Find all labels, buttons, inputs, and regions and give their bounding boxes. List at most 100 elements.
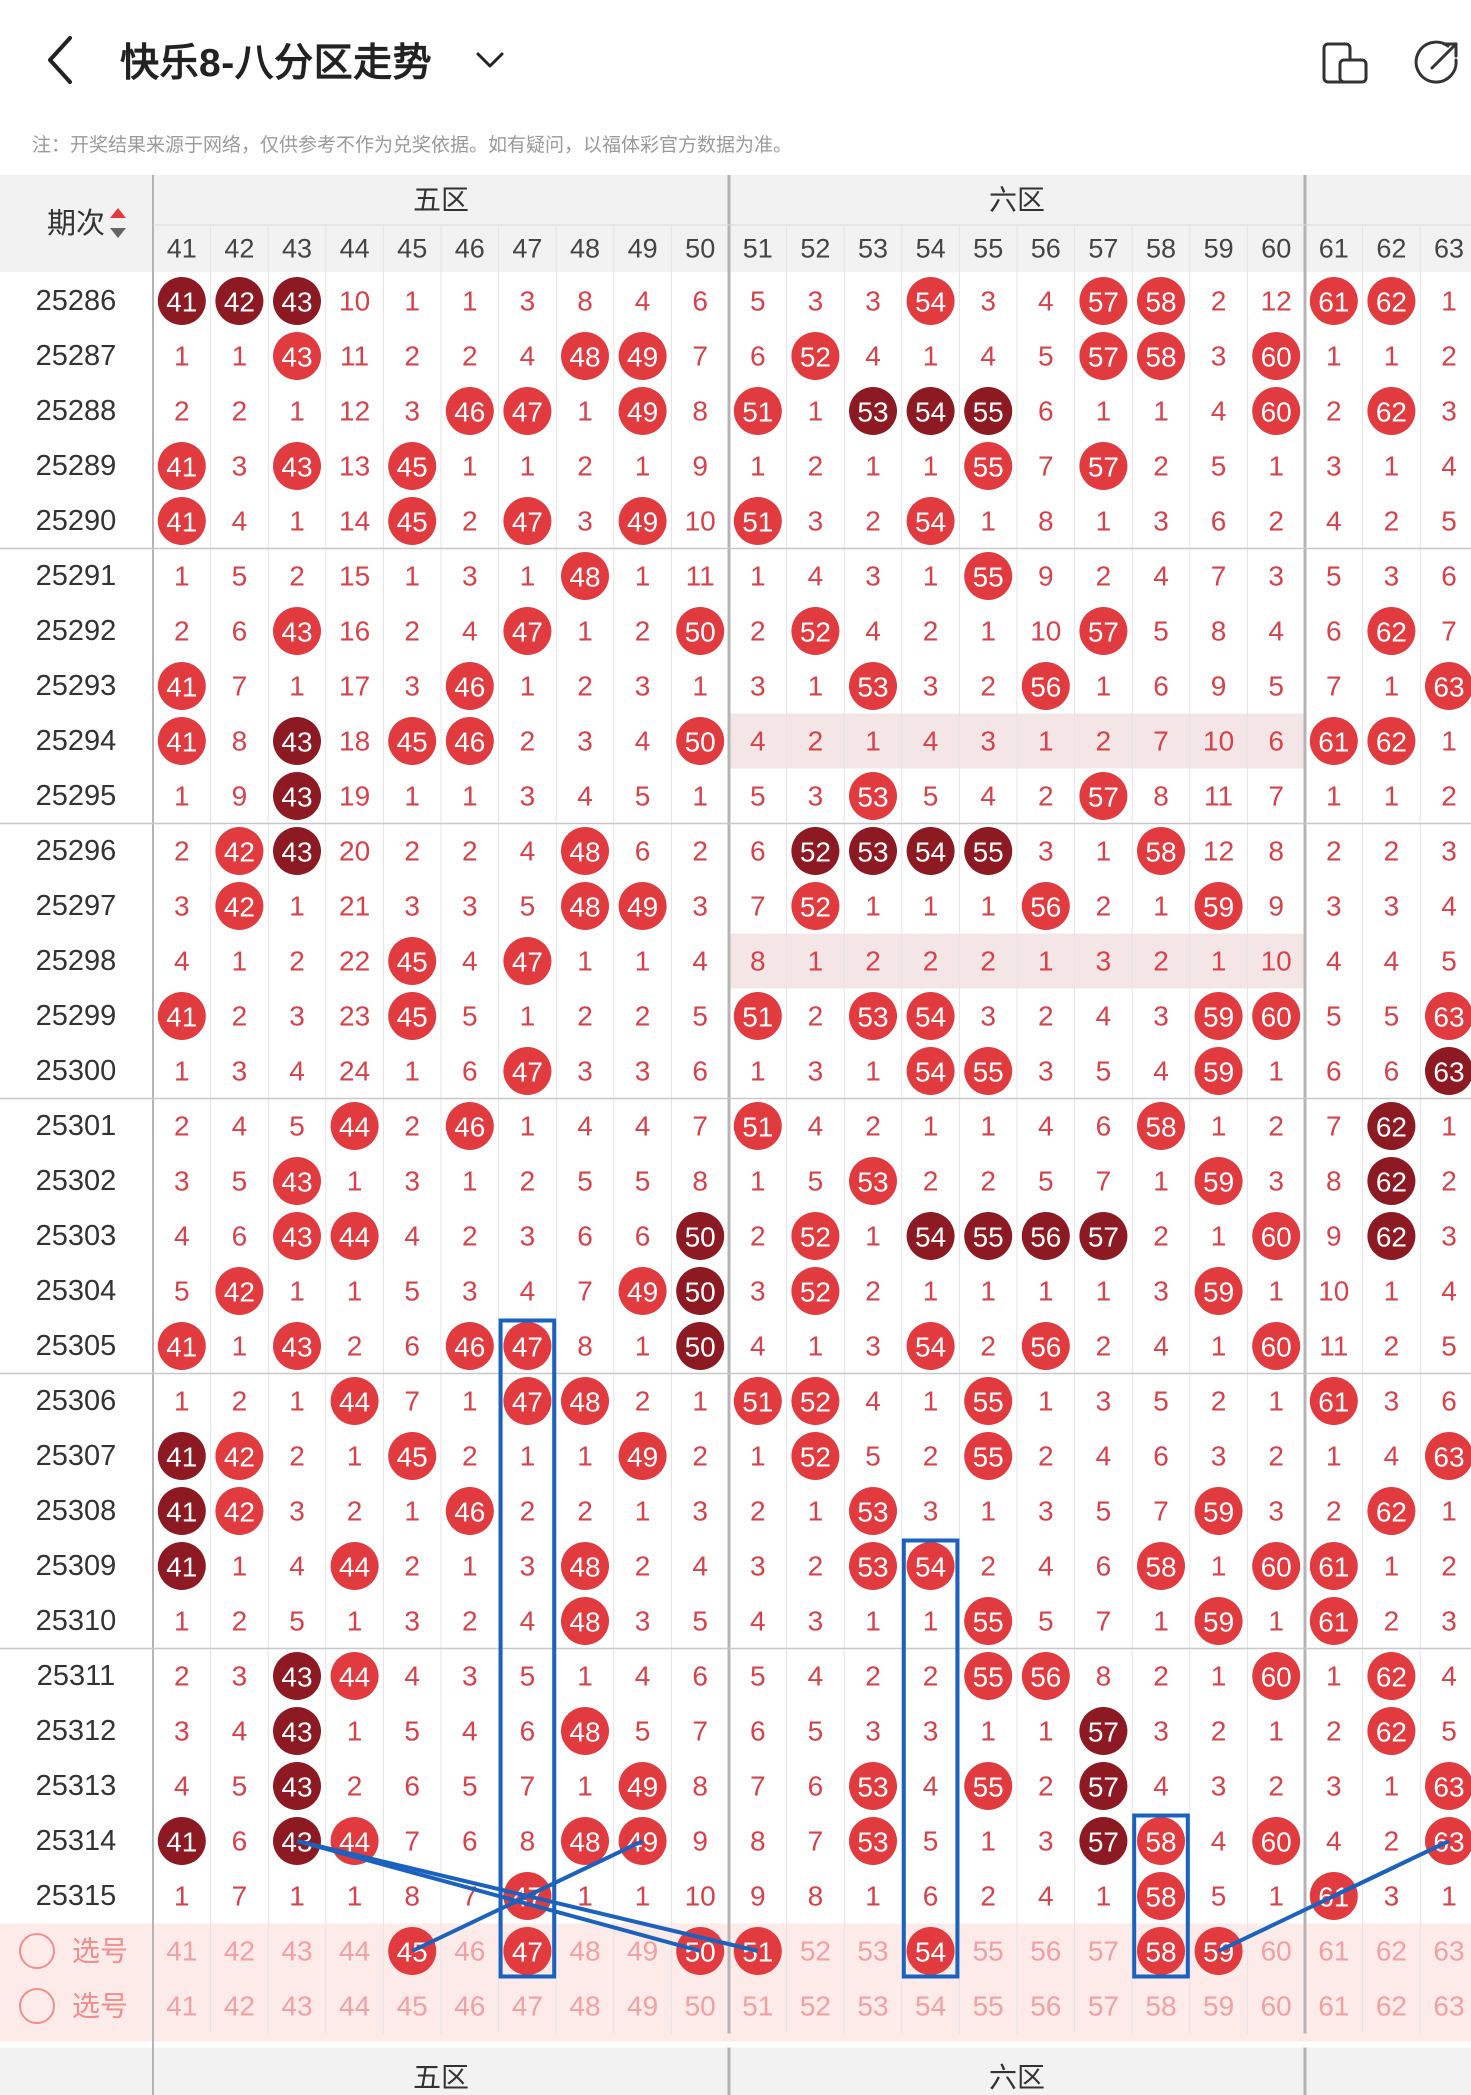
hit-ball [1367, 1157, 1416, 1205]
period-cell: 25314 [36, 1825, 117, 1857]
select-number[interactable]: 54 [915, 1991, 946, 2022]
select-number[interactable]: 61 [1318, 1991, 1349, 2022]
select-number[interactable]: 42 [224, 1991, 255, 2022]
picked-ball[interactable] [906, 1927, 955, 1975]
miss-count: 1 [1326, 1661, 1342, 1692]
hit-number: 45 [397, 1442, 428, 1473]
picked-number[interactable]: 54 [915, 1937, 946, 1968]
miss-count: 2 [692, 1441, 708, 1472]
miss-count: 1 [1384, 341, 1400, 372]
hit-number: 54 [915, 507, 946, 538]
select-number[interactable]: 62 [1376, 1936, 1407, 1967]
miss-count: 1 [750, 451, 766, 482]
period-cell: 25295 [36, 780, 117, 812]
select-number[interactable]: 56 [1030, 1936, 1061, 1967]
hit-number: 63 [1433, 1002, 1464, 1033]
picked-ball[interactable] [503, 1927, 552, 1975]
hit-ball [330, 1652, 379, 1700]
hit-ball [618, 1762, 667, 1810]
miss-count: 1 [692, 1386, 708, 1417]
back-arrow-icon[interactable] [38, 30, 86, 90]
select-number[interactable]: 50 [685, 1991, 716, 2022]
miss-count: 6 [692, 1056, 708, 1087]
picked-number[interactable]: 51 [742, 1937, 773, 1968]
select-label[interactable]: 选号 [72, 1936, 128, 1967]
select-number[interactable]: 42 [224, 1936, 255, 1967]
picked-ball[interactable] [1137, 1927, 1185, 1975]
hit-ball [849, 1157, 897, 1205]
hit-ball [561, 1542, 609, 1590]
page-title[interactable]: 快乐8-八分区走势 [120, 42, 433, 85]
miss-count: 18 [339, 726, 370, 757]
select-number[interactable]: 58 [1145, 1991, 1176, 2022]
select-number[interactable]: 59 [1203, 1991, 1234, 2022]
select-number[interactable]: 53 [857, 1991, 888, 2022]
column-number: 54 [916, 234, 946, 264]
select-number[interactable]: 52 [800, 1991, 831, 2022]
select-number[interactable]: 63 [1433, 1936, 1464, 1967]
select-number[interactable]: 48 [569, 1936, 600, 1967]
hit-ball [388, 937, 437, 985]
select-number[interactable]: 41 [166, 1936, 197, 1967]
sort-down-icon[interactable] [110, 228, 126, 238]
select-number[interactable]: 49 [627, 1936, 658, 1967]
picked-number[interactable]: 47 [512, 1937, 543, 1968]
miss-count: 4 [865, 616, 881, 647]
sort-up-icon[interactable] [110, 208, 126, 218]
miss-count: 1 [520, 1441, 536, 1472]
miss-count: 11 [1204, 781, 1233, 812]
picked-number[interactable]: 45 [397, 1937, 428, 1968]
miss-count: 2 [1211, 286, 1227, 317]
miss-count: 2 [980, 1331, 996, 1362]
select-number[interactable]: 41 [166, 1991, 197, 2022]
select-number[interactable]: 43 [281, 1936, 312, 1967]
column-number: 59 [1204, 234, 1234, 264]
select-number[interactable]: 53 [857, 1936, 888, 1967]
select-number[interactable]: 46 [454, 1991, 485, 2022]
select-number[interactable]: 44 [339, 1991, 370, 2022]
select-radio[interactable] [19, 1988, 55, 2024]
miss-count: 4 [692, 946, 708, 977]
select-number[interactable]: 44 [339, 1936, 370, 1967]
select-number[interactable]: 56 [1030, 1991, 1061, 2022]
select-number[interactable]: 57 [1088, 1936, 1119, 1967]
select-number[interactable]: 63 [1433, 1991, 1464, 2022]
hit-number: 58 [1145, 287, 1176, 318]
screen-rotate-icon[interactable] [1318, 36, 1372, 90]
select-number[interactable]: 43 [281, 1991, 312, 2022]
miss-count: 3 [520, 1551, 536, 1582]
miss-count: 1 [635, 561, 651, 592]
select-number[interactable]: 61 [1318, 1936, 1349, 1967]
miss-count: 6 [635, 1221, 651, 1252]
hit-number: 54 [915, 1002, 946, 1033]
select-radio[interactable] [19, 1933, 55, 1969]
select-number[interactable]: 45 [397, 1991, 428, 2022]
hit-number: 62 [1376, 1662, 1407, 1693]
hit-number: 60 [1261, 397, 1292, 428]
select-number[interactable]: 57 [1088, 1991, 1119, 2022]
select-number[interactable]: 55 [973, 1991, 1004, 2022]
select-number[interactable]: 62 [1376, 1991, 1407, 2022]
chevron-down-icon[interactable] [472, 40, 508, 80]
select-number[interactable]: 52 [800, 1936, 831, 1967]
hit-number: 63 [1433, 672, 1464, 703]
select-label[interactable]: 选号 [72, 1991, 128, 2022]
select-number[interactable]: 47 [512, 1991, 543, 2022]
miss-count: 1 [635, 451, 651, 482]
share-icon[interactable] [1410, 36, 1464, 90]
picked-number[interactable]: 58 [1145, 1937, 1176, 1968]
period-header[interactable]: 期次 [47, 207, 105, 240]
miss-count: 1 [174, 1606, 190, 1637]
select-number[interactable]: 51 [742, 1991, 773, 2022]
picked-number[interactable]: 59 [1203, 1937, 1234, 1968]
select-number[interactable]: 60 [1261, 1991, 1292, 2022]
miss-count: 4 [462, 1716, 478, 1747]
select-number[interactable]: 46 [454, 1936, 485, 1967]
miss-count: 16 [339, 616, 370, 647]
hit-ball [157, 1817, 206, 1865]
select-number[interactable]: 60 [1261, 1936, 1292, 1967]
select-number[interactable]: 55 [973, 1936, 1004, 1967]
select-number[interactable]: 49 [627, 1991, 658, 2022]
miss-count: 5 [692, 1606, 708, 1637]
select-number[interactable]: 48 [569, 1991, 600, 2022]
